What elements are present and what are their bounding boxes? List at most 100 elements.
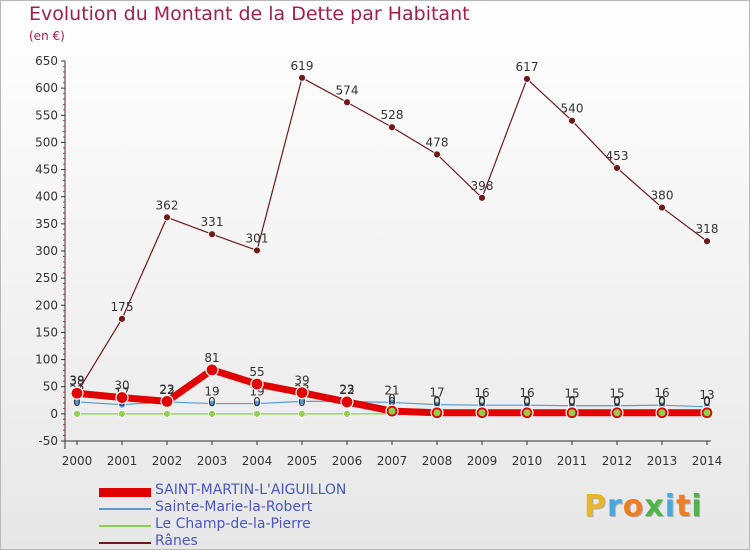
data-point xyxy=(703,237,711,246)
x-tick-label: 2011 xyxy=(557,454,588,468)
data-point xyxy=(70,386,84,400)
data-label: 16 xyxy=(654,386,669,400)
data-point xyxy=(115,390,129,405)
data-label: 528 xyxy=(381,108,404,122)
data-label: 175 xyxy=(111,300,134,314)
data-point xyxy=(343,98,351,107)
data-point xyxy=(343,409,351,418)
legend-label: Rânes xyxy=(155,533,198,549)
data-label: 55 xyxy=(249,365,264,379)
x-tick-label: 2006 xyxy=(332,454,363,468)
data-point-core xyxy=(388,407,396,415)
data-label: 380 xyxy=(651,189,674,203)
data-label: 301 xyxy=(246,231,269,245)
data-label: 22 xyxy=(339,383,354,397)
data-label: 39 xyxy=(294,374,309,388)
data-point xyxy=(253,399,261,408)
x-tick-label: 2010 xyxy=(512,454,543,468)
data-point xyxy=(160,394,174,408)
proxiti-logo: Proxiti xyxy=(584,489,703,524)
y-tick-label: 450 xyxy=(35,163,58,177)
data-point xyxy=(253,409,261,418)
legend-swatch xyxy=(99,487,151,497)
data-point xyxy=(208,409,216,418)
data-label: 23 xyxy=(339,382,354,396)
data-label: 38 xyxy=(69,374,84,388)
y-tick-label: 100 xyxy=(35,353,58,367)
y-tick-label: 50 xyxy=(43,380,58,394)
data-point-core xyxy=(478,409,486,417)
y-tick-label: 600 xyxy=(35,81,58,95)
data-point-core xyxy=(658,409,666,417)
data-label: 619 xyxy=(291,59,314,73)
legend-label: SAINT-MARTIN-L'AIGUILLON xyxy=(155,482,347,498)
data-point-core xyxy=(703,409,711,417)
logo-letter: P xyxy=(584,489,607,524)
data-label: 17 xyxy=(429,386,444,400)
y-tick-label: 550 xyxy=(35,108,58,122)
data-label: 21 xyxy=(384,383,399,397)
legend-label: Le Champ-de-la-Pierre xyxy=(155,516,311,532)
data-label: 23 xyxy=(159,382,174,396)
data-point xyxy=(253,246,261,255)
data-label: 0 xyxy=(613,395,621,409)
data-label: 331 xyxy=(201,215,224,229)
data-point xyxy=(118,314,126,323)
data-label: 0 xyxy=(703,395,711,409)
data-point xyxy=(340,395,354,409)
x-tick-label: 2001 xyxy=(107,454,138,468)
data-label: 13 xyxy=(699,388,714,402)
data-point-core xyxy=(613,409,621,417)
data-label: 0 xyxy=(478,395,486,409)
x-tick-label: 2003 xyxy=(197,454,228,468)
y-tick-label: 500 xyxy=(35,135,58,149)
data-label: 0 xyxy=(388,392,396,406)
y-tick-label: 250 xyxy=(35,271,58,285)
data-label: 16 xyxy=(474,386,489,400)
data-label: 0 xyxy=(703,394,711,408)
y-tick-label: 400 xyxy=(35,190,58,204)
data-point xyxy=(163,409,171,418)
data-point xyxy=(208,230,216,239)
data-label: 0 xyxy=(433,394,441,408)
data-label: 0 xyxy=(658,394,666,408)
data-point xyxy=(523,75,531,83)
data-label: 0 xyxy=(613,394,621,408)
data-label: 617 xyxy=(516,60,539,74)
data-point xyxy=(298,73,306,82)
x-tick-label: 2005 xyxy=(287,454,318,468)
data-point xyxy=(658,203,666,212)
data-point xyxy=(205,363,219,377)
legend-swatch xyxy=(99,508,151,510)
data-label: 0 xyxy=(388,395,396,409)
data-label: 0 xyxy=(298,395,306,409)
logo-letter: i xyxy=(664,489,677,524)
data-point-core xyxy=(568,409,576,417)
x-tick-label: 2000 xyxy=(62,454,93,468)
data-point xyxy=(295,386,309,400)
x-tick-label: 2013 xyxy=(647,454,678,468)
y-tick-label: -50 xyxy=(38,434,58,448)
data-label: 574 xyxy=(336,83,359,97)
data-point xyxy=(250,377,264,391)
legend-swatch xyxy=(99,525,151,527)
data-label: 16 xyxy=(519,386,534,400)
data-label: 0 xyxy=(253,395,261,409)
data-point xyxy=(568,116,576,125)
data-label: 0 xyxy=(658,395,666,409)
data-label: 81 xyxy=(204,351,219,365)
data-label: 22 xyxy=(159,383,174,397)
x-tick-label: 2009 xyxy=(467,454,498,468)
y-tick-label: 200 xyxy=(35,298,58,312)
y-tick-label: 300 xyxy=(35,244,58,258)
data-label: 0 xyxy=(433,395,441,409)
data-point xyxy=(208,399,216,408)
data-label: 15 xyxy=(609,387,624,401)
x-tick-label: 2002 xyxy=(152,454,183,468)
data-label: 318 xyxy=(696,222,719,236)
data-point xyxy=(478,193,486,202)
data-point-core xyxy=(433,409,441,417)
x-tick-label: 2014 xyxy=(692,454,723,468)
data-label: 453 xyxy=(606,149,629,163)
